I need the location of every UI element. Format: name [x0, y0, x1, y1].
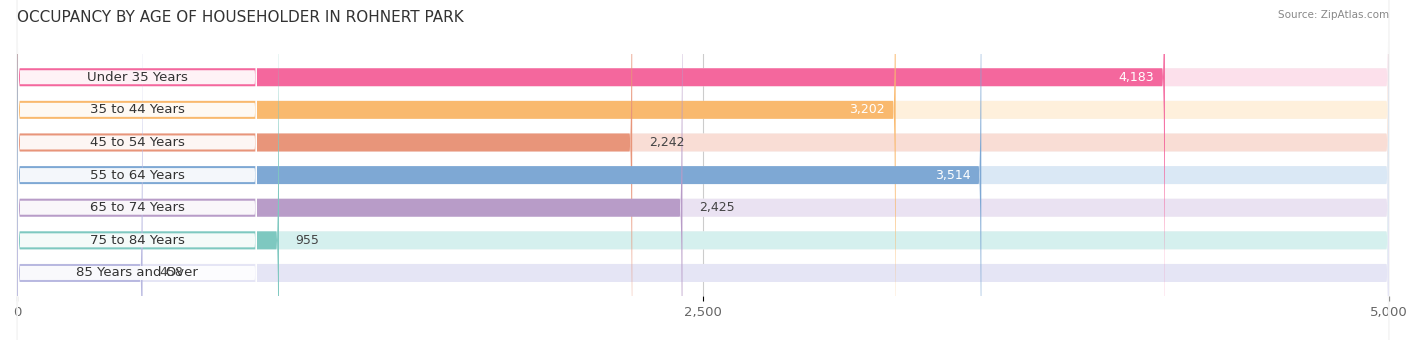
FancyBboxPatch shape: [18, 0, 257, 340]
FancyBboxPatch shape: [17, 0, 1389, 340]
FancyBboxPatch shape: [18, 0, 257, 340]
FancyBboxPatch shape: [17, 0, 142, 340]
Text: 85 Years and Over: 85 Years and Over: [76, 267, 198, 279]
Text: 955: 955: [295, 234, 319, 247]
FancyBboxPatch shape: [17, 0, 1389, 340]
FancyBboxPatch shape: [17, 0, 896, 340]
FancyBboxPatch shape: [18, 0, 257, 340]
FancyBboxPatch shape: [17, 0, 1389, 340]
Text: 45 to 54 Years: 45 to 54 Years: [90, 136, 184, 149]
Text: 35 to 44 Years: 35 to 44 Years: [90, 103, 184, 116]
FancyBboxPatch shape: [17, 0, 682, 340]
Text: 458: 458: [159, 267, 183, 279]
Text: 3,202: 3,202: [849, 103, 884, 116]
Text: 2,242: 2,242: [648, 136, 685, 149]
FancyBboxPatch shape: [17, 0, 981, 340]
Text: Under 35 Years: Under 35 Years: [87, 71, 188, 84]
FancyBboxPatch shape: [17, 0, 1389, 340]
FancyBboxPatch shape: [17, 0, 1389, 340]
FancyBboxPatch shape: [18, 0, 257, 331]
FancyBboxPatch shape: [17, 0, 1389, 340]
FancyBboxPatch shape: [17, 0, 1166, 340]
FancyBboxPatch shape: [18, 0, 257, 340]
Text: OCCUPANCY BY AGE OF HOUSEHOLDER IN ROHNERT PARK: OCCUPANCY BY AGE OF HOUSEHOLDER IN ROHNE…: [17, 10, 464, 25]
Text: 65 to 74 Years: 65 to 74 Years: [90, 201, 184, 214]
Text: 55 to 64 Years: 55 to 64 Years: [90, 169, 184, 182]
FancyBboxPatch shape: [17, 0, 1389, 340]
FancyBboxPatch shape: [18, 19, 257, 340]
Text: Source: ZipAtlas.com: Source: ZipAtlas.com: [1278, 10, 1389, 20]
FancyBboxPatch shape: [17, 0, 1389, 340]
FancyBboxPatch shape: [17, 0, 1389, 340]
FancyBboxPatch shape: [18, 0, 257, 340]
Text: 3,514: 3,514: [935, 169, 970, 182]
Text: 4,183: 4,183: [1118, 71, 1154, 84]
FancyBboxPatch shape: [17, 0, 1389, 340]
FancyBboxPatch shape: [17, 0, 1389, 340]
FancyBboxPatch shape: [17, 0, 1389, 340]
Text: 75 to 84 Years: 75 to 84 Years: [90, 234, 184, 247]
FancyBboxPatch shape: [17, 0, 633, 340]
FancyBboxPatch shape: [17, 0, 278, 340]
FancyBboxPatch shape: [17, 0, 1389, 340]
FancyBboxPatch shape: [17, 0, 1389, 340]
Text: 2,425: 2,425: [699, 201, 734, 214]
